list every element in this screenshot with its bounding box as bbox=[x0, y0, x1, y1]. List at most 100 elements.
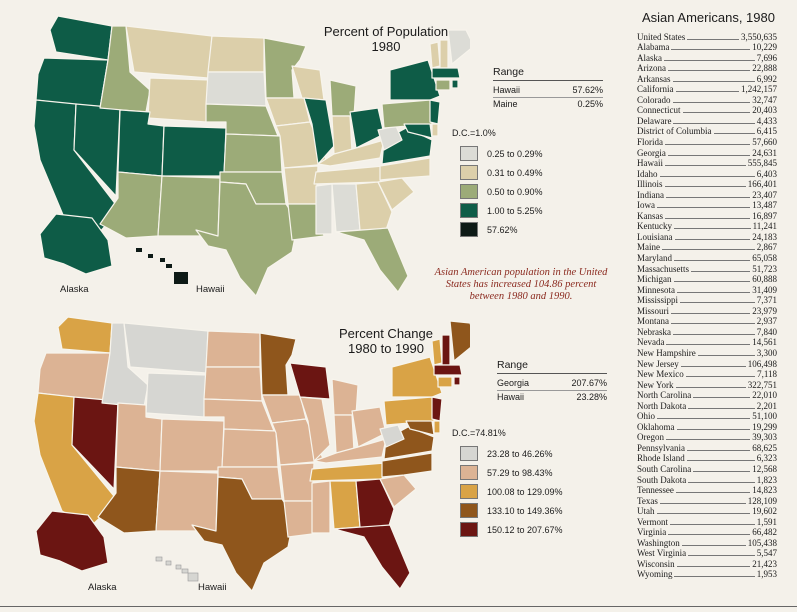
table-row: Delaware 4,433 bbox=[637, 115, 777, 126]
state-name: Indiana bbox=[637, 189, 664, 200]
leader-line bbox=[713, 133, 755, 135]
state-name: Rhode Island bbox=[637, 453, 685, 464]
table-row: Hawaii 555,845 bbox=[637, 158, 777, 168]
table-row: Oregon 39,303 bbox=[637, 432, 777, 443]
legend-label: 57.62% bbox=[487, 224, 518, 235]
state-name: California bbox=[637, 84, 674, 95]
population-value: 60,888 bbox=[752, 274, 777, 285]
range-value: 57.62% bbox=[572, 85, 603, 95]
state-name: Wyoming bbox=[637, 569, 673, 580]
leader-line bbox=[687, 449, 751, 451]
state-tennessee bbox=[313, 165, 385, 185]
state-name: United States bbox=[637, 31, 686, 42]
state-florida bbox=[335, 227, 409, 293]
state-wisconsin bbox=[291, 65, 325, 101]
state-south-dakota bbox=[203, 366, 263, 402]
leader-line bbox=[688, 555, 755, 557]
table-row: Mississippi 7,371 bbox=[637, 295, 777, 305]
state-new-mexico bbox=[155, 470, 219, 532]
state-massachusetts bbox=[431, 67, 461, 79]
map1-range-heading: Range bbox=[493, 66, 603, 81]
leader-line bbox=[675, 386, 746, 388]
leader-line bbox=[657, 418, 751, 420]
state-north-dakota bbox=[205, 330, 261, 368]
population-value: 21,423 bbox=[752, 558, 777, 569]
table-row: New Jersey 106,498 bbox=[637, 358, 777, 369]
table-row: West Virginia 5,547 bbox=[637, 548, 777, 559]
table-row: Texas 128,109 bbox=[637, 495, 777, 506]
state-rhode-island bbox=[453, 376, 461, 386]
state-alaska bbox=[35, 510, 109, 572]
state-colorado bbox=[159, 418, 225, 472]
population-value: 5,547 bbox=[756, 548, 777, 559]
leader-line bbox=[681, 544, 746, 546]
bottom-rule bbox=[0, 606, 797, 607]
table-row: Washington 105,438 bbox=[637, 537, 777, 548]
state-name: District of Columbia bbox=[637, 126, 712, 137]
state-delaware bbox=[433, 420, 441, 434]
map2-legend-item: 100.08 to 129.09% bbox=[460, 482, 592, 501]
state-name: West Virginia bbox=[637, 548, 687, 559]
state-texas bbox=[191, 476, 295, 592]
table-title: Asian Americans, 1980 bbox=[642, 10, 775, 25]
state-arkansas bbox=[283, 165, 319, 205]
state-name: Colorado bbox=[637, 94, 671, 105]
table-row: Indiana 23,407 bbox=[637, 189, 777, 200]
table-row: North Carolina 22,010 bbox=[637, 390, 777, 400]
population-value: 7,840 bbox=[756, 326, 777, 337]
table-row: Michigan 60,888 bbox=[637, 274, 777, 285]
leader-line bbox=[666, 439, 751, 441]
leader-line bbox=[675, 492, 751, 494]
state-maine bbox=[449, 320, 470, 362]
table-row: California 1,242,157 bbox=[637, 84, 777, 95]
state-name: Nevada bbox=[637, 337, 665, 348]
population-value: 1,242,157 bbox=[741, 84, 777, 95]
leader-line bbox=[693, 470, 751, 472]
map2-legend-item: 133.10 to 149.36% bbox=[460, 501, 592, 520]
range-state: Hawaii bbox=[497, 392, 525, 402]
state-illinois bbox=[303, 97, 335, 165]
population-value: 6,323 bbox=[756, 453, 777, 464]
state-name: Tennessee bbox=[637, 485, 674, 496]
population-value: 19,299 bbox=[752, 421, 777, 432]
table-row: New Mexico 7,118 bbox=[637, 369, 777, 379]
map1-title-line1: Percent of Population bbox=[323, 24, 449, 39]
table-row: Minnesota 31,409 bbox=[637, 284, 777, 295]
state-name: Maine bbox=[637, 242, 660, 253]
leader-line bbox=[666, 196, 751, 198]
state-mississippi bbox=[315, 183, 333, 235]
state-hawaii bbox=[155, 556, 199, 582]
leader-line bbox=[686, 460, 755, 462]
legend-label: 1.00 to 5.25% bbox=[487, 205, 543, 216]
leader-line bbox=[665, 217, 751, 219]
legend-label: 23.28 to 46.26% bbox=[487, 448, 553, 459]
population-value: 23,407 bbox=[752, 189, 777, 200]
leader-line bbox=[672, 101, 751, 103]
map1-legend-item: 0.31 to 0.49% bbox=[460, 163, 582, 182]
state-name: Pennsylvania bbox=[637, 442, 685, 453]
state-name: Iowa bbox=[637, 200, 655, 211]
leader-line bbox=[670, 523, 755, 525]
state-michigan bbox=[331, 378, 359, 416]
population-value: 32,747 bbox=[752, 94, 777, 105]
table-row: Louisiana 24,183 bbox=[637, 231, 777, 242]
table-row: Missouri 23,979 bbox=[637, 305, 777, 316]
state-delaware bbox=[431, 123, 439, 137]
state-west-virginia bbox=[379, 424, 405, 448]
table-row: South Carolina 12,568 bbox=[637, 463, 777, 474]
population-value: 39,303 bbox=[752, 432, 777, 443]
map2-range-row: Hawaii 23.28% bbox=[497, 390, 607, 404]
state-name: Kentucky bbox=[637, 221, 672, 232]
leader-line bbox=[659, 175, 755, 177]
map1-label-alaska: Alaska bbox=[60, 284, 89, 295]
state-name: Missouri bbox=[637, 305, 670, 316]
state-wyoming bbox=[145, 372, 207, 418]
legend-swatch bbox=[460, 446, 478, 461]
population-value: 1,953 bbox=[756, 569, 777, 580]
map1-legend-item: 0.50 to 0.90% bbox=[460, 182, 582, 201]
state-alabama bbox=[329, 480, 361, 530]
map2-legend: D.C.=74.81% 23.28 to 46.26% 57.29 to 98.… bbox=[452, 428, 592, 539]
table-row: Alaska 7,696 bbox=[637, 52, 777, 63]
population-value: 105,438 bbox=[747, 537, 777, 548]
leader-line bbox=[671, 49, 751, 51]
